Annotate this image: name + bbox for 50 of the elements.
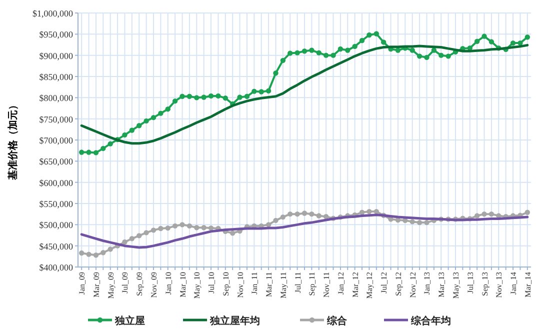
x-tick-label: Sep_09 — [135, 272, 144, 296]
y-tick-label: $550,000 — [39, 199, 74, 209]
x-tick-label: May_12 — [365, 272, 374, 299]
x-tick-label: May_09 — [106, 272, 116, 299]
x-tick-label: Jan_13 — [422, 272, 432, 295]
x-tick-label: Nov_12 — [408, 272, 418, 298]
x-tick-label: Jan_14 — [509, 272, 518, 295]
x-tick-label: Nov_11 — [322, 272, 332, 298]
x-tick-label: Jul_09 — [120, 272, 130, 294]
y-tick-label: $900,000 — [39, 50, 74, 61]
legend-label: 综合 — [326, 315, 348, 327]
x-tick-label: Mar_11 — [264, 272, 274, 298]
y-tick-label: $650,000 — [39, 156, 74, 167]
x-tick-label: Jul_11 — [293, 272, 302, 294]
y-tick-label: $950,000 — [39, 30, 74, 40]
x-tick-label: May_13 — [452, 272, 460, 299]
x-tick-label: Sep_10 — [221, 272, 230, 296]
x-tick-label: Sep_12 — [394, 272, 403, 296]
y-tick-label: $700,000 — [39, 136, 74, 146]
x-tick-label: Mar_09 — [92, 272, 101, 298]
y-tick-label: $750,000 — [39, 114, 74, 124]
y-axis-title: 基准价格（加元） — [7, 100, 19, 181]
x-tick-label: Sep_11 — [308, 272, 317, 296]
x-tick-label: Nov_09 — [150, 272, 158, 298]
x-tick-label: Jan_09 — [78, 272, 87, 295]
x-tick-label: Mar_12 — [350, 272, 360, 298]
x-tick-label: Mar_10 — [178, 272, 188, 298]
y-tick-label: $800,000 — [39, 93, 74, 104]
y-tick-label: $450,000 — [39, 241, 74, 252]
x-tick-label: May_10 — [192, 272, 202, 299]
x-tick-label: Sep_13 — [480, 272, 490, 296]
legend-label: 独立屋年均 — [209, 315, 260, 327]
x-tick-label: Jul_10 — [207, 272, 216, 294]
x-tick-label: Jul_12 — [380, 272, 389, 294]
y-tick-label: $600,000 — [39, 178, 74, 188]
x-tick-label: Nov_10 — [236, 272, 245, 298]
y-tick-label: $400,000 — [39, 262, 74, 272]
x-tick-label: Mar_13 — [437, 272, 446, 298]
x-tick-label: Nov_13 — [494, 272, 504, 298]
legend-label: 综合年均 — [410, 315, 451, 327]
y-tick-label: $500,000 — [39, 220, 74, 230]
legend-label: 独立屋 — [114, 315, 145, 327]
x-tick-label: Jul_13 — [466, 272, 475, 294]
x-tick-label: Jan_12 — [336, 272, 346, 295]
x-tick-label: Jan_11 — [250, 272, 260, 294]
x-tick-label: Jan_10 — [164, 272, 173, 295]
x-tick-label: May_11 — [278, 272, 288, 298]
y-tick-label: $850,000 — [39, 72, 74, 82]
x-tick-label: Mar_14 — [523, 272, 532, 298]
y-tick-label: $1,000,000 — [32, 8, 74, 18]
